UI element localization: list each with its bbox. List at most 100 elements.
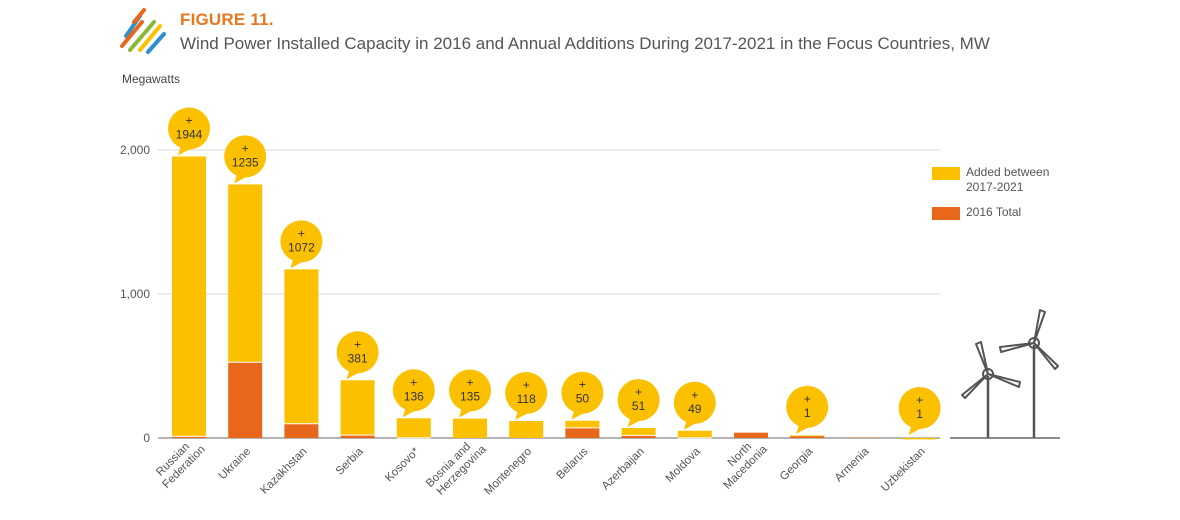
figure-title: Wind Power Installed Capacity in 2016 an… [180,34,990,53]
annotation-bubble-5: +135 [449,369,491,418]
bubble-value: 381 [348,351,368,365]
bubble-value: 1072 [288,240,315,254]
bar-added-1 [228,184,263,363]
annotation-bubble-0: +1944 [168,107,210,156]
category-label: RussianFederation [151,434,208,491]
bubble-plus: + [298,226,305,240]
bubble-value: 135 [460,390,480,404]
bubble-tail [627,417,641,428]
category-label: Bosnia andHerzegovina [424,434,489,499]
bubble-circle [898,387,941,429]
bubble-value: 1235 [232,155,259,169]
y-tick-label: 1,000 [120,287,150,301]
bubble-value: 1 [804,406,811,420]
bar-added-6 [509,421,544,438]
bar-2016-0 [172,436,206,438]
annotation-bubble-13: +1 [898,387,941,435]
bar-2016-8 [621,435,656,438]
bar-2016-11 [790,434,825,438]
bubble-tail [908,425,922,435]
bubble-tail [796,423,810,434]
category-label: Kosovo* [383,445,422,484]
annotation-bubble-4: +136 [392,369,435,418]
bubble-value: 51 [632,399,646,413]
bars [172,156,937,440]
bubble-circle [280,220,323,263]
bubble-circle [505,372,548,415]
bubble-plus: + [242,141,249,155]
category-label: Belarus [554,445,590,481]
bubble-circle [336,331,379,374]
bubble-plus: + [804,392,811,406]
category-label: Kazakhstan [259,446,310,497]
legend-label-added-line2: 2017-2021 [966,180,1024,194]
legend-label-2016-line1: 2016 Total [966,205,1022,219]
category-label: Serbia [334,445,366,477]
category-label: Moldova [664,445,704,485]
category-labels: RussianFederation Ukraine Kazakhstan Serbia… [151,434,927,499]
bar-added-3 [340,380,375,436]
bar-2016-3 [340,435,375,438]
bubble-value: 1944 [176,127,203,141]
bar-2016-1 [228,362,263,438]
legend-swatch-added [932,167,960,180]
bubble-plus: + [579,378,586,392]
bubble-plus: + [185,113,192,127]
figure-header: FIGURE 11. Wind Power Installed Capacity… [118,6,1158,56]
bubble-circle [168,107,210,150]
category-label: Armenia [833,445,872,484]
bubble-tail [515,410,529,421]
bubble-plus: + [354,337,361,351]
annotation-bubble-9: +49 [673,381,716,430]
bar-2016-10 [734,432,768,438]
bubble-plus: + [691,388,698,402]
legend-label-added: Added between 2017-2021 [966,165,1086,195]
bubble-circle [673,381,716,424]
bubble-circle [617,379,660,422]
bubble-tail [178,145,191,156]
legend-item-added: Added between 2017-2021 [932,165,1092,205]
bubble-tail [234,173,248,184]
bubble-value: 50 [576,392,590,406]
bar-added-9 [677,430,712,438]
bubble-circle [392,369,435,412]
category-label: NorthMacedonia [712,434,770,492]
y-tick-label: 0 [143,431,150,445]
bubble-plus: + [916,393,923,407]
bubble-value: 49 [688,402,702,416]
bubble-tail [290,258,304,269]
bubble-circle [449,369,491,412]
y-tick-label: 2,000 [120,143,150,157]
legend-label-2016: 2016 Total [966,205,1086,220]
bar-added-11 [790,434,825,437]
bubble-tail [346,369,360,380]
bubble-plus: + [466,376,473,390]
wind-turbines-icon [950,309,1060,439]
bubble-value: 136 [404,389,424,403]
bar-added-4 [396,418,431,438]
bubble-circle [224,135,267,178]
legend: Added between 2017-2021 2016 Total [932,165,1092,245]
category-label: Azerbaijan [600,446,647,493]
annotation-bubble-2: +1072 [280,220,323,269]
bubble-tail [571,409,585,420]
bubble-tail [683,419,697,430]
bar-added-0 [172,156,206,437]
bar-2016-7 [565,427,600,438]
category-label: Georgia [778,445,816,483]
bubble-circle [561,371,604,414]
legend-swatch-2016 [932,207,960,220]
bubble-plus: + [635,385,642,399]
bar-added-2 [284,269,319,424]
bubble-value: 118 [517,392,536,406]
annotation-bubble-7: +50 [561,371,604,420]
bubble-plus: + [523,378,530,392]
annotation-bubble-1: +1235 [224,135,267,184]
bar-added-13 [902,437,937,440]
annotation-bubbles: +1944+1235+1072+381+136+135+118+50 +51+49… [168,107,941,435]
bar-2016-2 [284,423,319,438]
annotation-bubble-3: +381 [336,331,379,380]
legend-label-added-line1: Added between [966,165,1050,179]
bubble-tail [459,407,472,418]
